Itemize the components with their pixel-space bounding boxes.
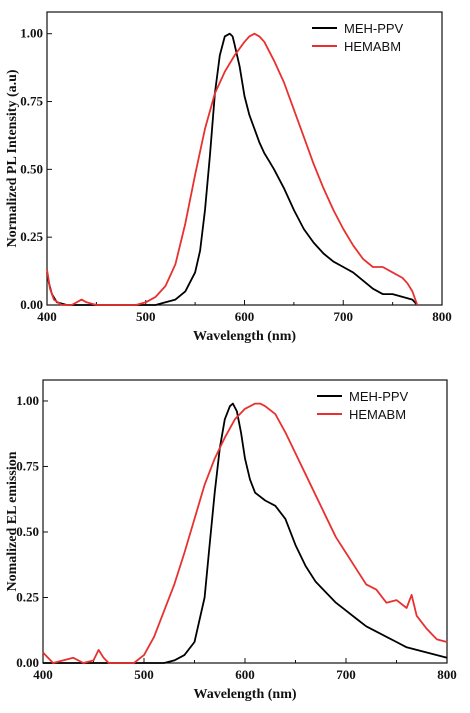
- series-line-hemabm: [42, 402, 448, 664]
- y-tick-label: 0.50: [20, 161, 43, 176]
- x-tick-label: 800: [432, 309, 452, 324]
- legend-label: HEMABM: [344, 39, 401, 54]
- x-tick-label: 400: [33, 667, 53, 682]
- y-axis-title: Normalized PL Intensity (a.u): [5, 69, 20, 247]
- y-axis-title: Nomalized EL emission: [5, 451, 20, 591]
- el-chart: 400 500 600 700 800 0.00 0.25 0.50 0.75 1.00 Wavel…: [5, 379, 457, 702]
- x-tick-label: 500: [136, 309, 156, 324]
- y-tick-label: 0.00: [16, 655, 39, 670]
- y-tick-label: 0.50: [16, 524, 39, 539]
- y-tick-label: 0.75: [20, 94, 43, 109]
- pl-chart: 400 500 600 700 800 0.00 0.25 0.50 0.75 1.00 Wavel…: [5, 11, 452, 344]
- x-tick-label: 800: [437, 667, 457, 682]
- series-line-meh-ppv: [46, 32, 418, 306]
- x-tick-label: 600: [235, 667, 255, 682]
- plot-frame: [46, 11, 443, 306]
- legend-label: HEMABM: [349, 407, 406, 422]
- y-tick-label: 1.00: [20, 26, 43, 41]
- y-tick-label: 0.75: [16, 458, 39, 473]
- x-axis-title: Wavelength (nm): [193, 329, 296, 344]
- x-tick-label: 700: [336, 667, 356, 682]
- x-tick-label: 700: [334, 309, 354, 324]
- x-axis-title: Wavelength (nm): [193, 687, 296, 702]
- series-line-hemabm: [46, 32, 419, 306]
- x-tick-label: 600: [235, 309, 255, 324]
- legend-label: MEH-PPV: [344, 21, 404, 36]
- y-tick-label: 1.00: [16, 393, 39, 408]
- y-tick-label: 0.25: [20, 229, 43, 244]
- x-tick-label: 400: [37, 309, 57, 324]
- y-tick-label: 0.00: [20, 297, 43, 312]
- y-tick-label: 0.25: [16, 589, 39, 604]
- x-tick-label: 500: [134, 667, 154, 682]
- series-line-meh-ppv: [43, 402, 448, 664]
- legend-label: MEH-PPV: [349, 389, 409, 404]
- plot-frame: [42, 379, 448, 664]
